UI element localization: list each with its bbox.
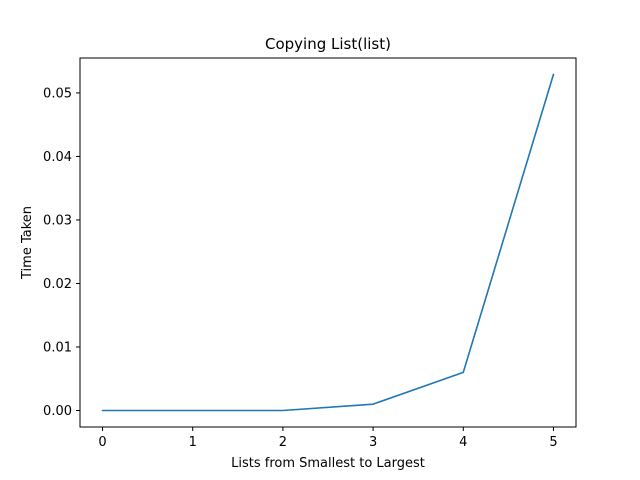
- y-tick-label: 0.03: [43, 213, 72, 228]
- y-tick-label: 0.01: [43, 340, 72, 355]
- x-tick-label: 1: [189, 435, 197, 450]
- plot-area-frame: [79, 57, 577, 428]
- y-tick-label: 0.02: [43, 277, 72, 292]
- x-axis: 0 1 2 3 4 5: [98, 427, 558, 450]
- x-tick-label: 5: [549, 435, 557, 450]
- y-axis-label: Time Taken: [20, 206, 35, 280]
- x-axis-label: Lists from Smallest to Largest: [231, 456, 425, 471]
- x-tick-label: 3: [369, 435, 377, 450]
- chart-title: Copying List(list): [265, 35, 391, 53]
- x-tick-label: 2: [279, 435, 287, 450]
- x-tick-label: 4: [459, 435, 467, 450]
- series-line: [101, 73, 555, 412]
- x-tick-label: 0: [98, 435, 106, 450]
- y-tick-label: 0.05: [43, 86, 72, 101]
- y-tick-label: 0.04: [43, 150, 72, 165]
- y-axis: 0.00 0.01 0.02 0.03 0.04 0.05: [43, 86, 80, 419]
- y-tick-label: 0.00: [43, 404, 72, 419]
- plot-series: [101, 73, 555, 412]
